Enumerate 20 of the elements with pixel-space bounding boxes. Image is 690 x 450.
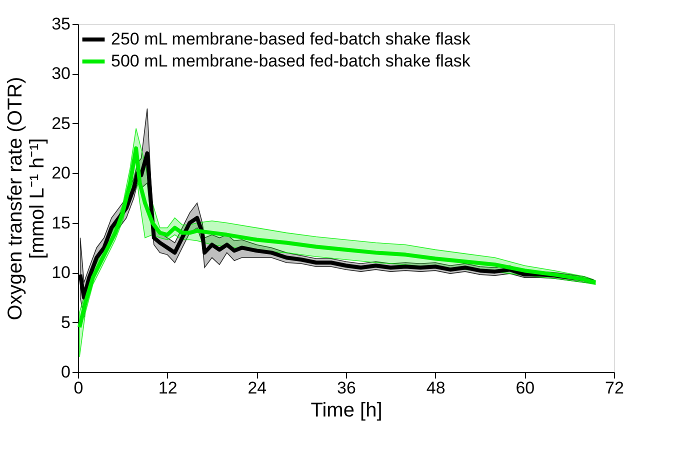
- x-tick-label: 24: [248, 378, 267, 398]
- legend-label: 500 mL membrane-based fed-batch shake flask: [111, 52, 471, 70]
- y-axis-title: Oxygen transfer rate (OTR) [mmol L⁻¹ h⁻¹]: [4, 76, 49, 320]
- y-tick-label: 35: [52, 14, 70, 34]
- y-tick-label: 0: [61, 362, 70, 382]
- y-tick-label: 20: [52, 164, 70, 183]
- y-tick-label: 10: [52, 263, 70, 282]
- x-tick-label: 36: [337, 378, 356, 398]
- x-tick-label: 12: [158, 378, 178, 398]
- x-tick-label: 48: [426, 378, 446, 398]
- x-axis-title: Time [h]: [310, 400, 382, 422]
- legend-label: 250 mL membrane-based fed-batch shake flask: [111, 30, 471, 48]
- x-tick-label: 60: [516, 378, 535, 398]
- x-tick-label: 0: [74, 378, 84, 398]
- line-series: [77, 146, 598, 330]
- y-tick-label: 30: [52, 64, 70, 84]
- y-tick-label: 5: [61, 312, 70, 332]
- x-tick-label: 72: [605, 378, 624, 398]
- y-tick-label: 15: [52, 213, 70, 232]
- y-tick-label: 25: [52, 114, 70, 133]
